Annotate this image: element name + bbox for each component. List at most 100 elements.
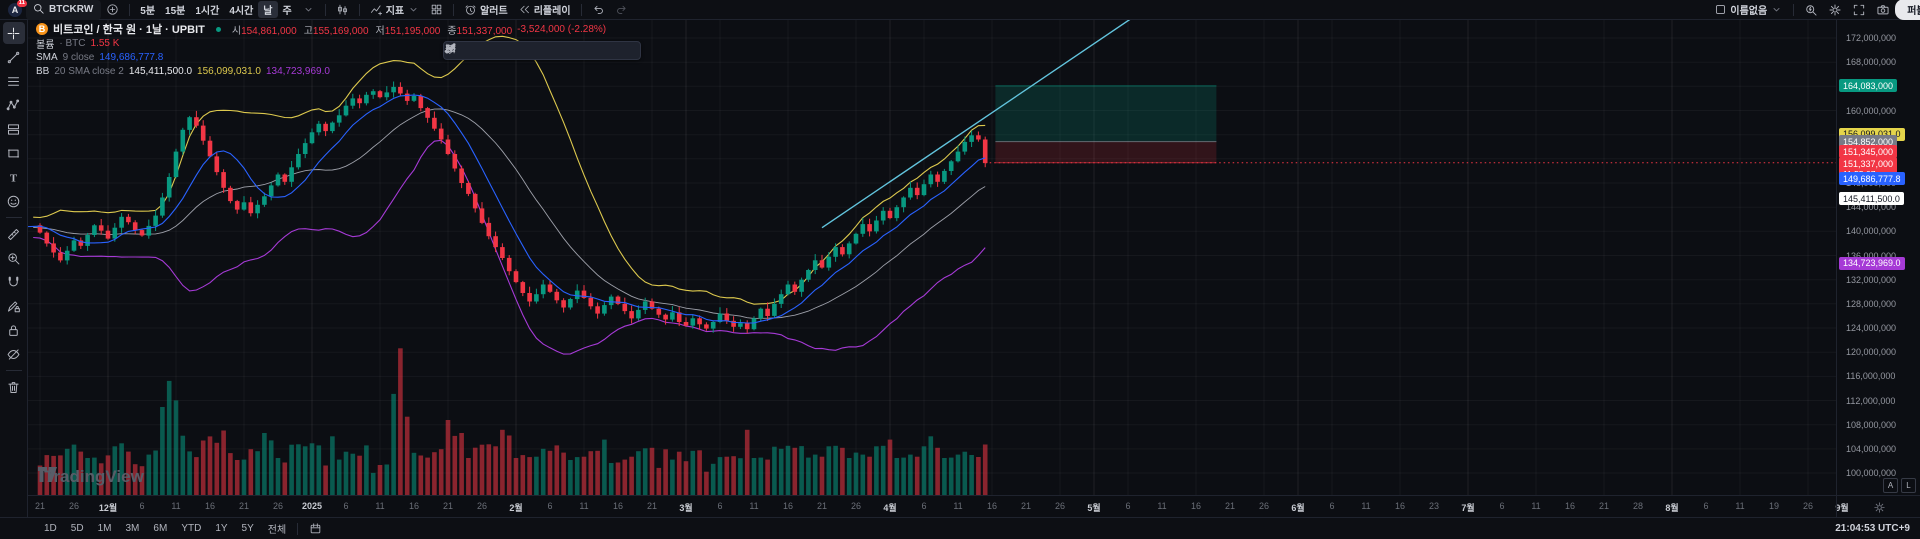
tool-magnet[interactable]: [3, 271, 25, 293]
favorite-tool-xabcd-pattern[interactable]: [444, 43, 538, 58]
undo-button[interactable]: [587, 2, 610, 17]
tool-zoom-in[interactable]: [3, 247, 25, 269]
time-tick: 5월: [1087, 503, 1101, 513]
toolbar-separator: [580, 3, 582, 16]
tool-trend-line[interactable]: [3, 46, 25, 68]
range-button-YTD[interactable]: YTD: [181, 523, 202, 534]
clock-timezone-button[interactable]: 21:04:53 UTC+9: [1835, 523, 1910, 534]
indicator-templates-button[interactable]: [425, 2, 448, 17]
favorite-tool-projection[interactable]: [445, 43, 598, 58]
axis-settings-corner[interactable]: [1836, 495, 1920, 518]
time-tick: 11: [1157, 501, 1167, 511]
price-tick: 108,000,000: [1846, 419, 1897, 430]
time-tick: 21: [1020, 501, 1032, 511]
interval-button-5분[interactable]: 5분: [140, 6, 156, 17]
range-button-1Y[interactable]: 1Y: [215, 523, 228, 534]
bb-params: 20 SMA close 2: [54, 65, 124, 77]
compare-add-symbol-button[interactable]: [101, 2, 124, 17]
long-position-drawing[interactable]: [995, 85, 1217, 164]
screenshot-button[interactable]: [1871, 2, 1895, 18]
favorite-tool-elliott-correction[interactable]: [445, 43, 578, 58]
quick-search-button[interactable]: [1799, 2, 1823, 18]
toolbar-separator: [1793, 3, 1795, 16]
fullscreen-icon: [1852, 3, 1866, 17]
tool-hide-drawings[interactable]: [3, 343, 25, 365]
tool-lock-all[interactable]: [3, 319, 25, 341]
time-tick: 3월: [679, 503, 693, 513]
time-tick: 16: [782, 501, 794, 511]
alert-button[interactable]: 알러트: [459, 1, 513, 18]
candles-icon: [336, 3, 349, 16]
symbol-title: 비트코인 / 한국 원 · 1날 · UPBIT: [53, 24, 205, 36]
favorite-tool-horizontal-line[interactable]: [445, 43, 498, 58]
interval-button-15분[interactable]: 15분: [165, 6, 186, 17]
interval-group: 5분 15분 1시간 4시간 날 주: [135, 1, 296, 18]
settings-button[interactable]: [1823, 2, 1847, 18]
interval-button-날[interactable]: 날: [258, 1, 278, 18]
favorite-tool-date-range[interactable]: [446, 43, 618, 58]
indicators-button[interactable]: 지표: [365, 1, 425, 18]
log-scale-button[interactable]: L: [1901, 478, 1916, 493]
interval-button-4시간[interactable]: 4시간: [229, 6, 254, 17]
publish-button[interactable]: 퍼블리시: [1895, 0, 1920, 20]
favorite-tool-rectangle[interactable]: [445, 43, 638, 58]
tool-draw-lock[interactable]: [3, 295, 25, 317]
favorite-tool-parallel-channel[interactable]: [445, 43, 518, 58]
tool-fib-retracement[interactable]: [3, 70, 25, 92]
range-button-5Y[interactable]: 5Y: [241, 523, 254, 534]
fullscreen-button[interactable]: [1847, 2, 1871, 18]
price-axis[interactable]: 172,000,000168,000,000164,000,000160,000…: [1836, 19, 1920, 495]
sma-label: 149,686,777.8: [1839, 172, 1905, 186]
time-axis[interactable]: 21 26 12월 6 11 16 21 26 2025 6 11 16 21 26 2월 6 11 16 21 3월…: [28, 495, 1849, 518]
tool-long-position[interactable]: [3, 118, 25, 140]
symbol-search-button[interactable]: BTCKRW: [26, 0, 102, 20]
tool-crosshair[interactable]: [2, 22, 25, 44]
legend-symbol-row[interactable]: B 비트코인 / 한국 원 · 1날 · UPBIT 시154,861,000 고…: [36, 22, 606, 37]
time-tick: 16: [204, 501, 216, 511]
redo-button[interactable]: [610, 2, 633, 17]
interval-button-주[interactable]: 주: [282, 6, 292, 17]
volume-series: [37, 348, 988, 495]
chart-pane[interactable]: B 비트코인 / 한국 원 · 1날 · UPBIT 시154,861,000 고…: [28, 19, 1836, 495]
interval-button-1시간[interactable]: 1시간: [195, 6, 220, 17]
goto-date-button[interactable]: [303, 520, 328, 537]
range-button-1D[interactable]: 1D: [44, 523, 57, 534]
layout-save-button[interactable]: 이름없음: [1709, 1, 1788, 18]
time-tick: 23: [1428, 501, 1440, 511]
price-tick: 128,000,000: [1846, 298, 1897, 309]
tool-ruler[interactable]: [3, 223, 25, 245]
replay-button[interactable]: 리플레이: [513, 1, 576, 18]
time-tick: 19: [1768, 501, 1780, 511]
legend-sma-row[interactable]: SMA 9 close 149,686,777.8: [36, 50, 606, 64]
auto-scale-button[interactable]: A: [1883, 478, 1898, 493]
range-button-전체[interactable]: 전체: [267, 525, 287, 536]
range-button-3M[interactable]: 3M: [125, 523, 140, 534]
price-tick: 100,000,000: [1846, 468, 1897, 478]
calendar-icon: [309, 522, 322, 535]
tool-rectangle[interactable]: [3, 142, 25, 164]
price-tick: 144,000,000: [1846, 202, 1897, 213]
time-tick: 16: [1394, 501, 1406, 511]
chart-style-button[interactable]: [331, 2, 354, 17]
user-avatar[interactable]: A 11: [8, 0, 27, 17]
range-button-5D[interactable]: 5D: [70, 523, 84, 534]
tool-text[interactable]: T: [3, 166, 25, 188]
tool-trash[interactable]: [3, 376, 25, 398]
legend-volume-row[interactable]: 볼륨 · BTC 1.55 K: [36, 36, 606, 51]
interval-menu-button[interactable]: [297, 2, 320, 17]
range-button-1M[interactable]: 1M: [97, 523, 112, 534]
trend-line-drawing[interactable]: [821, 19, 1138, 229]
favorite-tool-trend-line[interactable]: [445, 43, 478, 58]
market-open-icon: [215, 26, 221, 32]
range-button-6M[interactable]: 6M: [153, 523, 168, 534]
tool-xabcd-pattern[interactable]: [3, 94, 25, 116]
price-tick: 172,000,000: [1846, 33, 1897, 43]
time-tick: 8월: [1665, 503, 1679, 513]
bottom-toolbar: 1D 5D 1M 3M 6M YTD 1Y 5Y 전체 21:04:53 UTC+9: [0, 517, 1920, 539]
time-tick: 21: [238, 501, 250, 511]
favorite-tool-elliott-impulse[interactable]: [445, 43, 558, 58]
legend-bb-row[interactable]: BB 20 SMA close 2 145,411,500.0 156,099,…: [36, 64, 606, 78]
tool-emoji[interactable]: [3, 190, 25, 212]
time-tick: 6: [343, 501, 349, 511]
